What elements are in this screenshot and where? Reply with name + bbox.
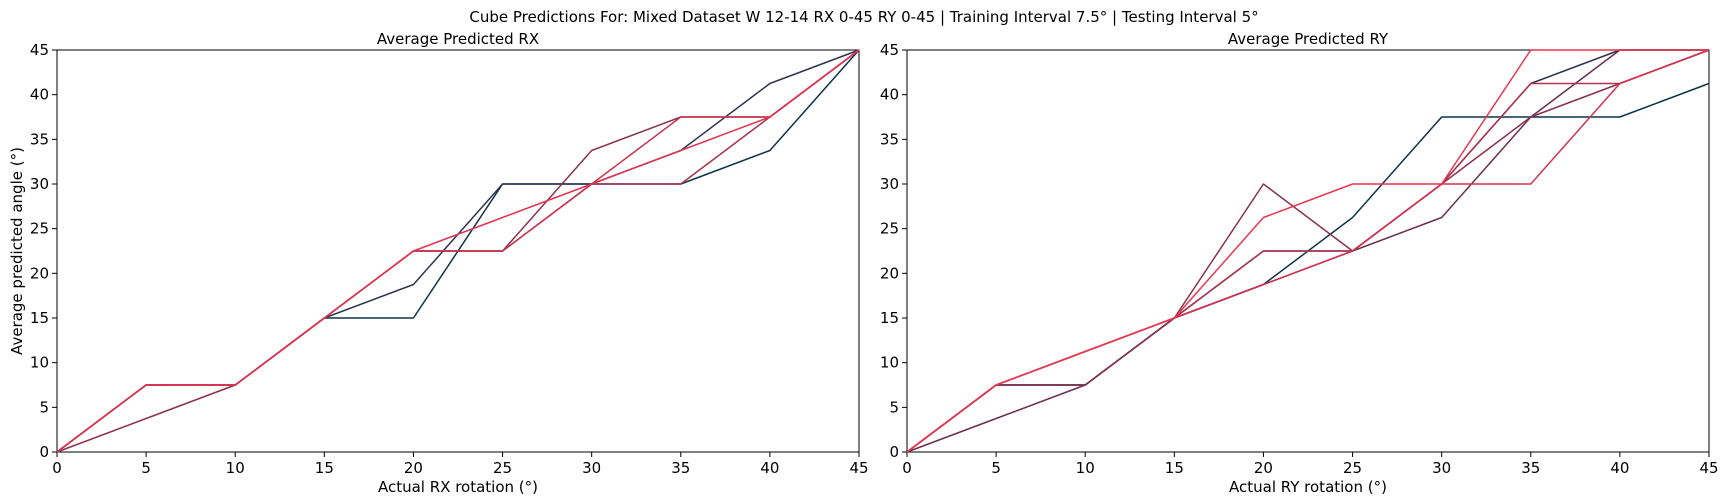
figure-title: Cube Predictions For: Mixed Dataset W 12… (469, 8, 1258, 26)
x-tick-label: 40 (760, 459, 779, 477)
plot-area (56, 49, 860, 453)
x-tick-label: 20 (1254, 459, 1273, 477)
y-tick-label: 0 (39, 443, 49, 461)
series-line (906, 49, 1710, 453)
y-tick-label: 30 (30, 175, 49, 193)
y-tick-label: 35 (880, 130, 899, 148)
y-tick-label: 20 (880, 264, 899, 282)
y-tick-label: 25 (880, 220, 899, 238)
x-axis-label: Actual RY rotation (°) (1229, 478, 1387, 496)
x-tick-label: 20 (404, 459, 423, 477)
x-tick-label: 0 (902, 459, 912, 477)
y-tick-label: 45 (880, 41, 899, 59)
y-tick-label: 10 (880, 354, 899, 372)
x-tick-label: 15 (315, 459, 334, 477)
y-tick-label: 0 (889, 443, 899, 461)
y-tick-label: 5 (889, 398, 899, 416)
series-line (56, 49, 860, 453)
y-tick-label: 10 (30, 354, 49, 372)
x-tick-label: 0 (52, 459, 62, 477)
y-tick-label: 15 (30, 309, 49, 327)
y-tick-label: 25 (30, 220, 49, 238)
y-tick-label: 40 (30, 86, 49, 104)
plot-area (906, 49, 1710, 453)
y-tick-label: 15 (880, 309, 899, 327)
y-tick-label: 30 (880, 175, 899, 193)
x-tick-label: 10 (226, 459, 245, 477)
x-tick-label: 45 (1699, 459, 1718, 477)
x-tick-label: 30 (582, 459, 601, 477)
y-tick-label: 20 (30, 264, 49, 282)
x-tick-label: 40 (1610, 459, 1629, 477)
y-tick-label: 35 (30, 130, 49, 148)
series-line (906, 49, 1709, 453)
y-tick-label: 45 (30, 41, 49, 59)
chart-ry: Average Predicted RY 0 5 10 15 20 25 30 35 40 45 … (880, 30, 1719, 496)
x-tick-label: 25 (1343, 459, 1362, 477)
series-line (906, 49, 1710, 453)
chart-title: Average Predicted RX (377, 30, 539, 48)
x-tick-label: 35 (1521, 459, 1540, 477)
y-tick-label: 40 (880, 86, 899, 104)
x-tick-label: 10 (1076, 459, 1095, 477)
chart-title: Average Predicted RY (1228, 30, 1389, 48)
x-axis-label: Actual RX rotation (°) (378, 478, 538, 496)
y-axis-label: Average predicted angle (°) (8, 147, 26, 355)
series-line (56, 49, 860, 453)
y-tick-label: 5 (39, 398, 49, 416)
x-tick-label: 5 (141, 459, 151, 477)
chart-rx: Average Predicted RX 0 5 10 15 20 25 30 35 40 45 … (8, 30, 869, 496)
x-tick-label: 45 (849, 459, 868, 477)
x-tick-label: 15 (1165, 459, 1184, 477)
x-tick-label: 30 (1432, 459, 1451, 477)
x-tick-label: 5 (991, 459, 1001, 477)
x-tick-label: 35 (671, 459, 690, 477)
x-tick-label: 25 (493, 459, 512, 477)
